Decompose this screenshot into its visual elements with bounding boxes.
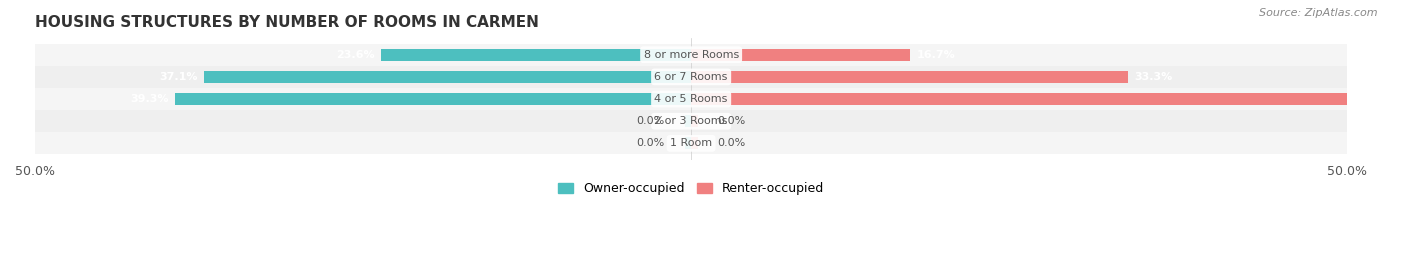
Bar [176,93,692,105]
Text: 1 Room: 1 Room [671,138,713,148]
Text: 0.0%: 0.0% [717,138,745,148]
Text: 16.7%: 16.7% [917,50,956,60]
Text: 33.3%: 33.3% [1135,72,1173,82]
Bar [35,110,1347,132]
Text: 0.0%: 0.0% [717,116,745,126]
Bar [35,132,1347,154]
Bar [35,88,1347,110]
Bar [381,49,692,61]
Bar [204,71,692,83]
Text: 39.3%: 39.3% [131,94,169,104]
Bar [692,71,1128,83]
Bar [692,93,1347,105]
Text: 6 or 7 Rooms: 6 or 7 Rooms [654,72,728,82]
Bar [692,49,910,61]
Text: HOUSING STRUCTURES BY NUMBER OF ROOMS IN CARMEN: HOUSING STRUCTURES BY NUMBER OF ROOMS IN… [35,15,538,30]
Bar [35,66,1347,88]
Bar [685,115,692,127]
Bar [692,137,697,150]
Bar [35,44,1347,66]
Text: 2 or 3 Rooms: 2 or 3 Rooms [654,116,728,126]
Text: 37.1%: 37.1% [159,72,198,82]
Bar [692,115,697,127]
Text: 4 or 5 Rooms: 4 or 5 Rooms [654,94,728,104]
Text: Source: ZipAtlas.com: Source: ZipAtlas.com [1260,8,1378,18]
Bar [685,137,692,150]
Text: 23.6%: 23.6% [336,50,375,60]
Text: 0.0%: 0.0% [637,138,665,148]
Text: 50.0%: 50.0% [1354,94,1392,104]
Legend: Owner-occupied, Renter-occupied: Owner-occupied, Renter-occupied [553,177,830,200]
Text: 0.0%: 0.0% [637,116,665,126]
Text: 8 or more Rooms: 8 or more Rooms [644,50,738,60]
